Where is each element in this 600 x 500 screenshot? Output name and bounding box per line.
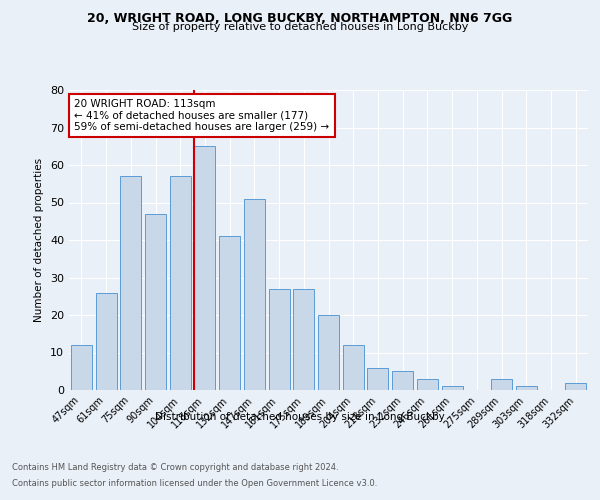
Bar: [442, 386, 463, 390]
Text: Contains public sector information licensed under the Open Government Licence v3: Contains public sector information licen…: [12, 478, 377, 488]
Bar: [145, 214, 166, 390]
Bar: [293, 289, 314, 390]
Bar: [95, 292, 116, 390]
Bar: [120, 176, 141, 390]
Bar: [244, 198, 265, 390]
Y-axis label: Number of detached properties: Number of detached properties: [34, 158, 44, 322]
Text: Contains HM Land Registry data © Crown copyright and database right 2024.: Contains HM Land Registry data © Crown c…: [12, 464, 338, 472]
Bar: [392, 371, 413, 390]
Text: 20, WRIGHT ROAD, LONG BUCKBY, NORTHAMPTON, NN6 7GG: 20, WRIGHT ROAD, LONG BUCKBY, NORTHAMPTO…: [88, 12, 512, 26]
Bar: [170, 176, 191, 390]
Text: Size of property relative to detached houses in Long Buckby: Size of property relative to detached ho…: [132, 22, 468, 32]
Bar: [71, 345, 92, 390]
Bar: [318, 315, 339, 390]
Bar: [367, 368, 388, 390]
Bar: [219, 236, 240, 390]
Bar: [269, 289, 290, 390]
Bar: [417, 379, 438, 390]
Text: 20 WRIGHT ROAD: 113sqm
← 41% of detached houses are smaller (177)
59% of semi-de: 20 WRIGHT ROAD: 113sqm ← 41% of detached…: [74, 99, 329, 132]
Bar: [565, 382, 586, 390]
Bar: [516, 386, 537, 390]
Text: Distribution of detached houses by size in Long Buckby: Distribution of detached houses by size …: [155, 412, 445, 422]
Bar: [491, 379, 512, 390]
Bar: [194, 146, 215, 390]
Bar: [343, 345, 364, 390]
